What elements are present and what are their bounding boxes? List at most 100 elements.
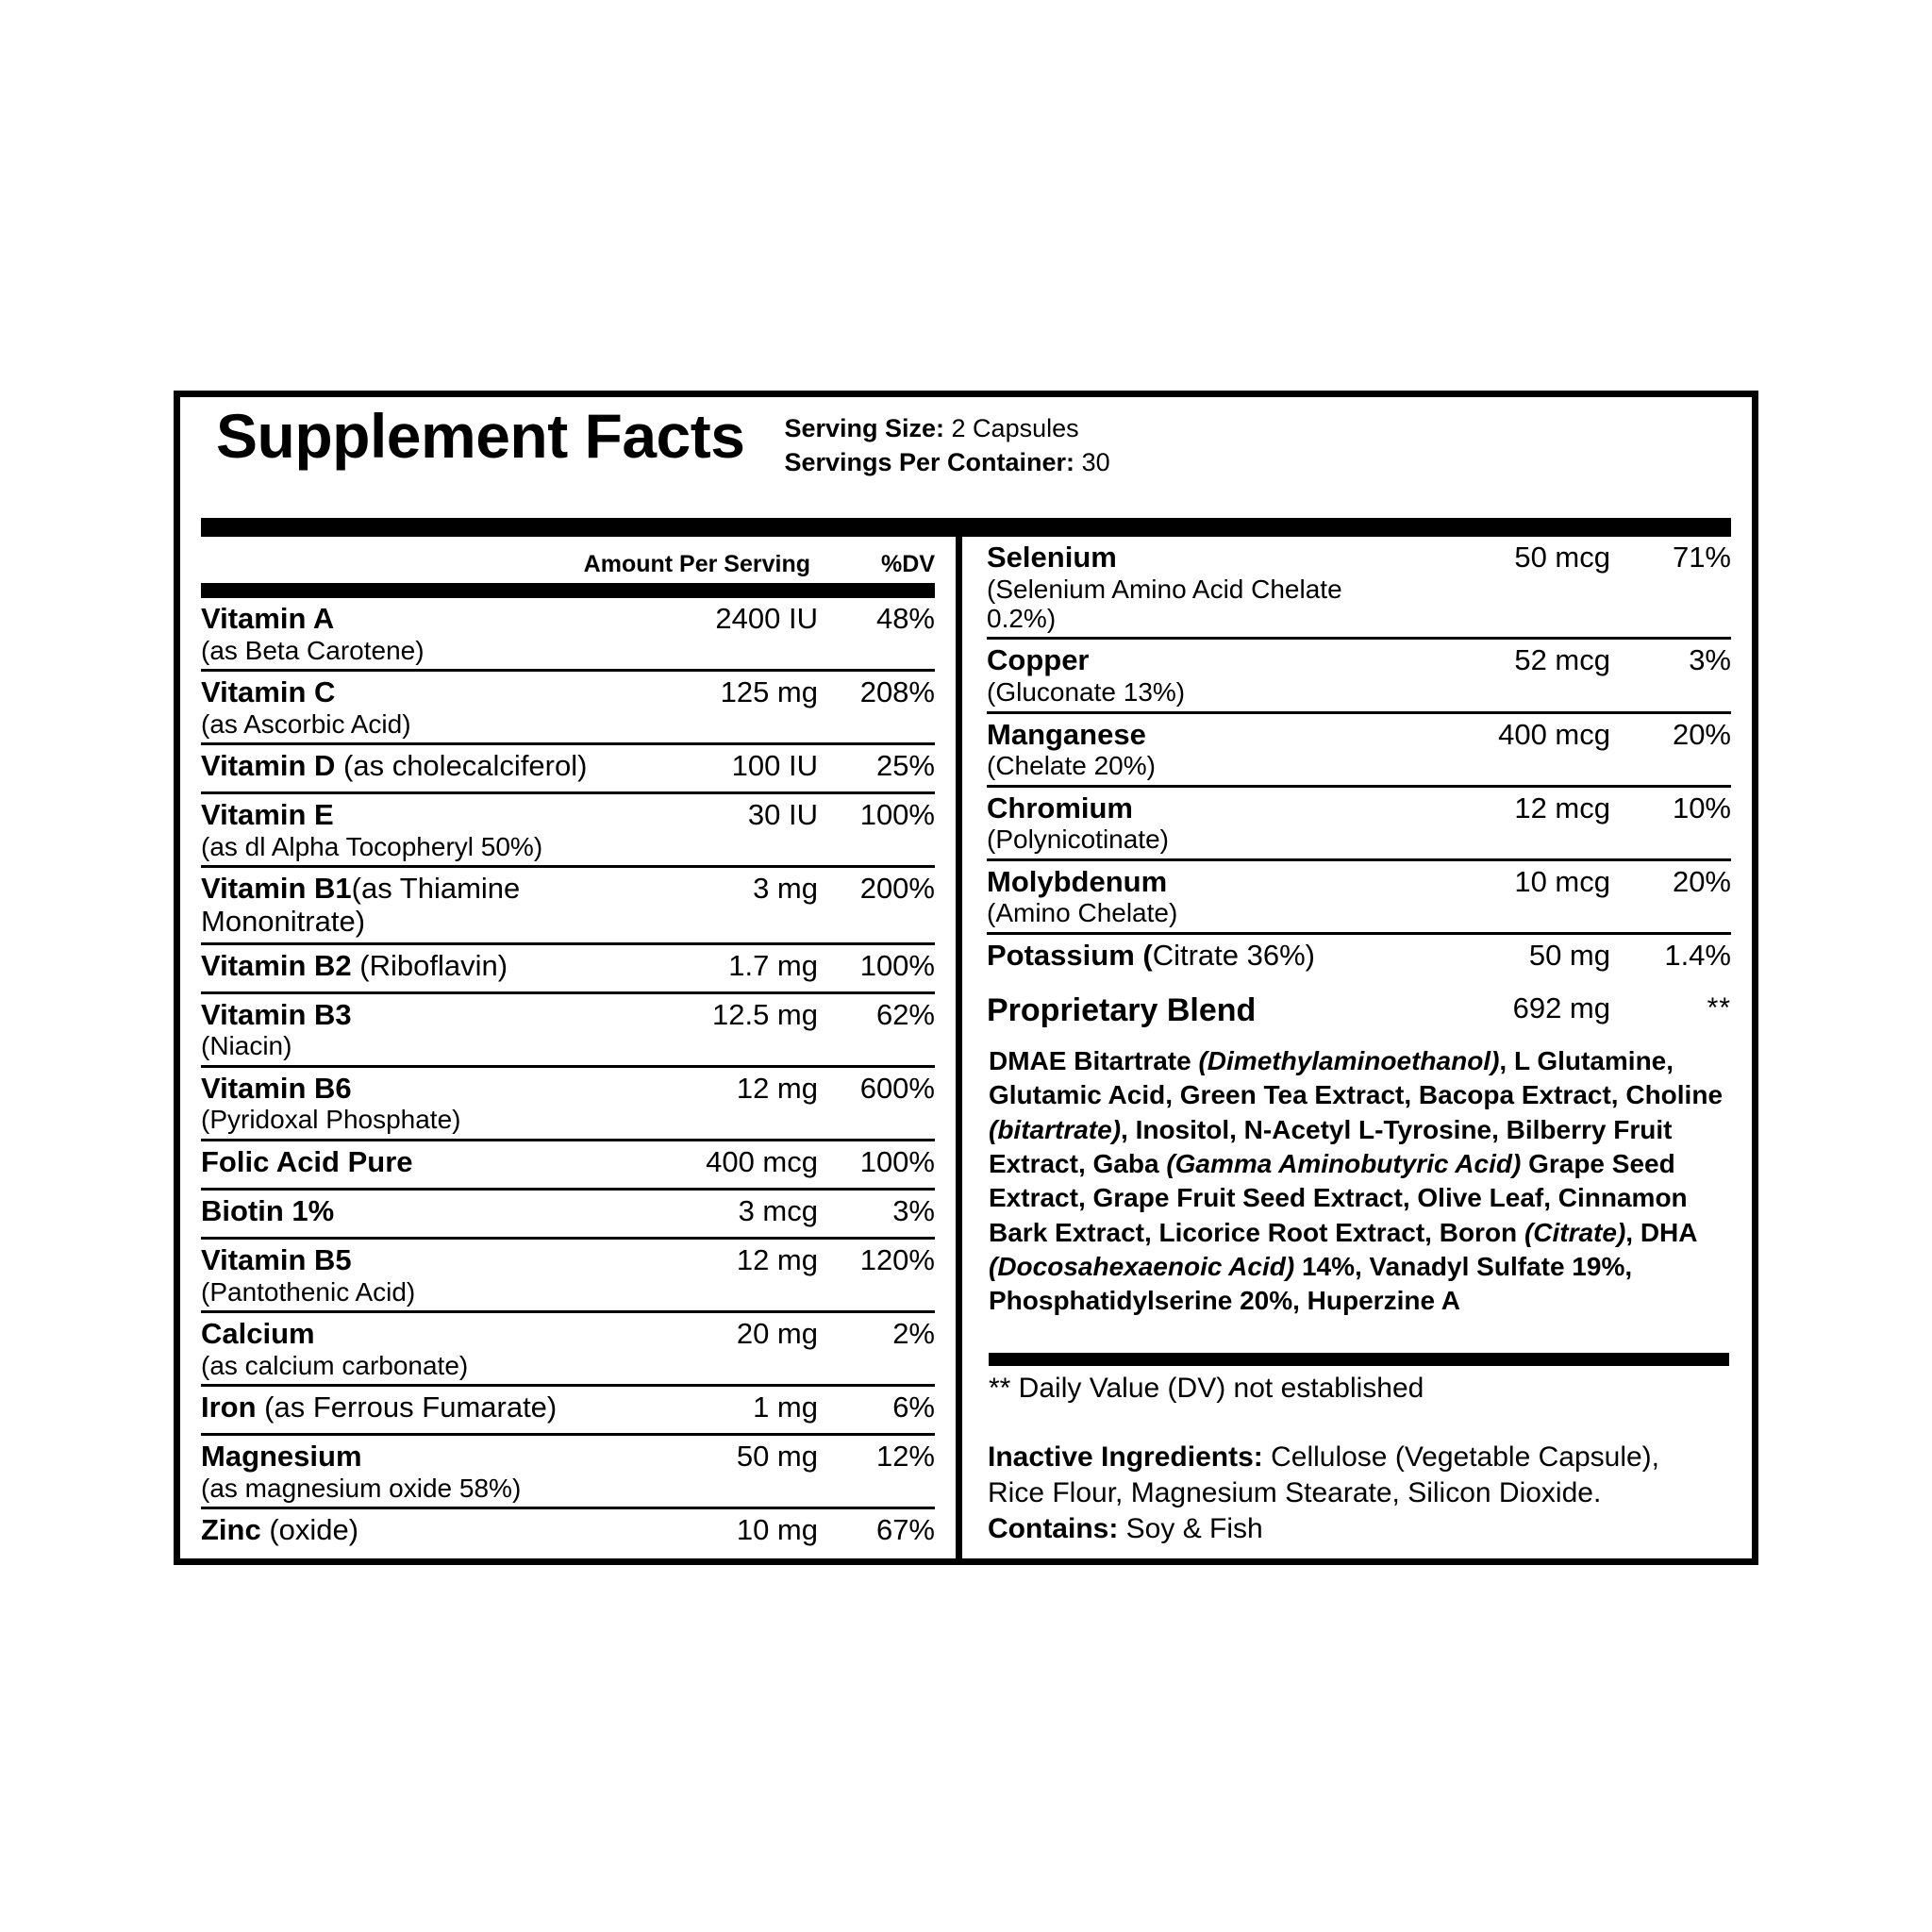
nutrient-percent-dv: 25% <box>875 749 935 783</box>
nutrient-name: Vitamin B1(as Thiamine Mononitrate) <box>201 872 521 938</box>
header-divider-bar <box>201 518 1731 537</box>
nutrient-percent-dv: 100% <box>859 1144 935 1178</box>
nutrient-row: Biotin 1% 3 mcg 3% <box>201 1191 935 1240</box>
percent-dv-header: %DV <box>881 551 935 577</box>
nutrient-amount: 10 mg <box>736 1513 818 1547</box>
nutrient-amount: 52 mcg <box>1514 643 1610 677</box>
nutrient-row: Calcium (as calcium carbonate) 20 mg 2% <box>201 1313 935 1387</box>
nutrient-percent-dv: 12% <box>875 1439 935 1473</box>
nutrient-percent-dv: 3% <box>892 1193 935 1227</box>
nutrient-source: (as calcium carbonate) <box>201 1350 469 1380</box>
nutrient-amount: 1 mg <box>753 1390 818 1424</box>
page-title: Supplement Facts <box>216 401 745 471</box>
nutrient-row: Magnesium (as magnesium oxide 58%) 50 mg 12… <box>201 1436 935 1510</box>
nutrient-source: (as cholecalciferol) <box>335 749 588 783</box>
nutrient-name: Iron (as Ferrous Fumarate) <box>201 1390 558 1424</box>
nutrient-row: Potassium (Citrate 36%) 50 mg 1.4% <box>987 935 1731 984</box>
proprietary-blend-ingredients: DMAE Bitartrate (Dimethylaminoethanol), … <box>989 1045 1724 1316</box>
contains-label: Contains: <box>988 1513 1119 1545</box>
proprietary-blend-dv: ** <box>1707 991 1731 1024</box>
nutrient-name: Vitamin D (as cholecalciferol) <box>201 749 588 783</box>
nutrient-amount: 2400 IU <box>715 602 818 635</box>
nutrient-source: (as Thiamine Mononitrate) <box>201 872 521 938</box>
nutrient-row: Vitamin B6 (Pyridoxal Phosphate) 12 mg 600% <box>201 1068 935 1141</box>
nutrient-name: Vitamin C (as Ascorbic Acid) <box>201 675 595 739</box>
nutrient-amount: 125 mg <box>720 675 818 709</box>
nutrient-row: Selenium (Selenium Amino Acid Chelate 0.2… <box>987 537 1731 641</box>
amount-per-serving-header: Amount Per Serving <box>583 551 810 577</box>
inactive-ingredients-line1-rest: Cellulose (Vegetable Capsule), <box>1271 1441 1660 1473</box>
nutrient-name: Vitamin B5 (Pantothenic Acid) <box>201 1243 595 1307</box>
nutrient-source: (as Ferrous Fumarate) <box>256 1390 558 1424</box>
nutrient-source: (as Beta Carotene) <box>201 635 425 665</box>
nutrient-percent-dv: 100% <box>859 948 935 982</box>
nutrient-name: Zinc (oxide) <box>201 1513 359 1547</box>
nutrient-source: (Pantothenic Acid) <box>201 1276 416 1307</box>
nutrient-name: Molybdenum (Amino Chelate) <box>987 865 1374 928</box>
serving-size-label: Serving Size: <box>784 414 945 442</box>
inactive-ingredients-label: Inactive Ingredients: <box>988 1441 1263 1473</box>
nutrient-name: Biotin 1% <box>201 1193 335 1227</box>
nutrient-amount: 12 mg <box>736 1242 818 1276</box>
nutrient-name: Vitamin E (as dl Alpha Tocopheryl 50%) <box>201 798 595 861</box>
nutrient-percent-dv: 20% <box>1672 717 1731 751</box>
left-nutrient-column: Amount Per Serving %DV Vitamin A (as Beta… <box>180 537 956 1558</box>
nutrient-amount: 1.7 mg <box>728 948 818 982</box>
nutrient-source: Citrate 36%) <box>1152 938 1316 972</box>
nutrient-amount: 20 mg <box>736 1316 818 1350</box>
nutrient-source: (oxide) <box>260 1513 359 1547</box>
nutrient-amount: 50 mg <box>1528 938 1610 972</box>
nutrient-source: (Gluconate 13%) <box>987 677 1186 708</box>
nutrient-amount: 12 mcg <box>1514 791 1610 824</box>
nutrient-row: Vitamin B3 (Niacin) 12.5 mg 62% <box>201 994 935 1068</box>
nutrient-name: Chromium (Polynicotinate) <box>987 791 1374 855</box>
serving-size-row: Serving Size: 2 Capsules <box>784 412 1109 446</box>
inactive-ingredients-block: Inactive Ingredients: Cellulose (Vegetab… <box>988 1432 1761 1547</box>
nutrient-source: (Pyridoxal Phosphate) <box>201 1105 461 1135</box>
nutrient-percent-dv: 208% <box>859 675 935 709</box>
inactive-ingredients-line-2: Rice Flour, Magnesium Stearate, Silicon … <box>988 1477 1602 1509</box>
proprietary-blend-row: Proprietary Blend 692 mg ** <box>987 984 1731 1037</box>
nutrient-amount: 10 mcg <box>1514 864 1610 898</box>
nutrient-name: Manganese (Chelate 20%) <box>987 718 1374 781</box>
nutrient-name: Vitamin B6 (Pyridoxal Phosphate) <box>201 1072 595 1135</box>
nutrient-name: Vitamin A (as Beta Carotene) <box>201 602 595 665</box>
nutrient-name: Potassium (Citrate 36%) <box>987 938 1316 972</box>
proprietary-blend-amount: 692 mg <box>1512 991 1610 1024</box>
nutrient-percent-dv: 120% <box>859 1242 935 1276</box>
inactive-ingredients-line-1: Inactive Ingredients: Cellulose (Vegetab… <box>988 1440 1761 1475</box>
nutrient-row: Vitamin B5 (Pantothenic Acid) 12 mg 120% <box>201 1240 935 1313</box>
nutrient-amount: 12 mg <box>736 1071 818 1105</box>
nutrient-columns: Amount Per Serving %DV Vitamin A (as Beta… <box>180 537 1752 1559</box>
right-nutrient-column: Selenium (Selenium Amino Acid Chelate 0.2… <box>956 537 1752 1559</box>
nutrient-amount: 400 mcg <box>706 1144 818 1178</box>
nutrient-percent-dv: 48% <box>875 602 935 635</box>
nutrient-percent-dv: 600% <box>859 1071 935 1105</box>
nutrient-source: (Selenium Amino Acid Chelate 0.2%) <box>987 574 1342 634</box>
nutrient-source: (Polynicotinate) <box>987 824 1169 855</box>
nutrient-amount: 3 mcg <box>738 1193 818 1227</box>
nutrient-name: Vitamin B2 (Riboflavin) <box>201 948 508 982</box>
dv-note-divider-bar <box>989 1352 1729 1366</box>
nutrient-source: (as Ascorbic Acid) <box>201 708 411 739</box>
servings-per-container-label: Servings Per Container: <box>784 447 1075 476</box>
nutrient-row: Vitamin B2 (Riboflavin) 1.7 mg 100% <box>201 945 935 994</box>
nutrient-amount: 50 mg <box>736 1439 818 1473</box>
nutrient-percent-dv: 10% <box>1672 791 1731 824</box>
nutrient-row: Vitamin D (as cholecalciferol) 100 IU 25% <box>201 745 935 795</box>
nutrient-amount: 12.5 mg <box>711 997 818 1031</box>
nutrient-percent-dv: 100% <box>859 798 935 832</box>
proprietary-blend-name: Proprietary Blend <box>987 991 1257 1028</box>
dv-footnote: ** Daily Value (DV) not established <box>989 1372 1424 1404</box>
nutrient-source: (Riboflavin) <box>351 948 508 982</box>
right-rows-container: Selenium (Selenium Amino Acid Chelate 0.2… <box>987 537 1731 984</box>
nutrient-row: Iron (as Ferrous Fumarate) 1 mg 6% <box>201 1387 935 1436</box>
nutrient-source: (Amino Chelate) <box>987 898 1178 928</box>
nutrient-percent-dv: 6% <box>892 1390 935 1424</box>
serving-size-value: 2 Capsules <box>951 414 1079 442</box>
nutrient-amount: 400 mcg <box>1498 717 1610 751</box>
nutrient-percent-dv: 2% <box>892 1316 935 1350</box>
nutrient-percent-dv: 20% <box>1672 864 1731 898</box>
nutrient-amount: 50 mcg <box>1514 541 1610 574</box>
